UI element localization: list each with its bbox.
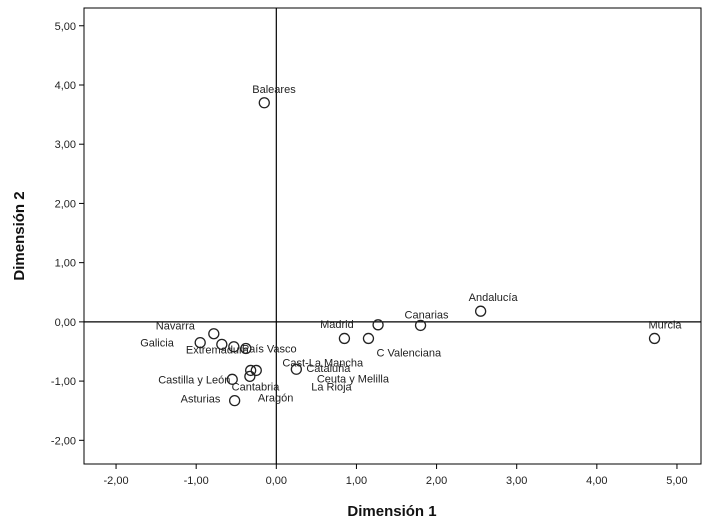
- y-axis-title: Dimensión 2: [11, 191, 28, 280]
- point-label: País Vasco: [242, 344, 297, 356]
- data-point: [474, 305, 487, 317]
- point-labels: Baleares Andalucía Canarias Murcia Madrid C V…: [140, 84, 682, 406]
- point-label: Ceuta y Melilla: [317, 373, 390, 385]
- data-point: [338, 332, 351, 345]
- y-tick-label-3: 1,00: [55, 258, 76, 270]
- data-point: [648, 332, 661, 345]
- x-tick-label-7: 5,00: [666, 475, 687, 487]
- x-tick-label-1: -1,00: [184, 475, 209, 487]
- point-label: C Valenciana: [376, 347, 441, 359]
- y-tick-label-0: -2,00: [51, 435, 76, 447]
- point-label: Canarias: [405, 309, 450, 321]
- data-point: [414, 319, 427, 332]
- x-tick-label-3: 1,00: [346, 475, 367, 487]
- point-label: Asturias: [181, 394, 221, 406]
- point-label: Murcia: [649, 319, 683, 331]
- y-tick-label-1: -1,00: [51, 376, 76, 388]
- point-label: Cantabria: [232, 381, 281, 393]
- x-axis-title: Dimensión 1: [347, 503, 436, 520]
- x-tick-label-0: -2,00: [104, 475, 129, 487]
- y-tick-label-2: 0,00: [55, 317, 76, 329]
- point-label: Galicia: [140, 338, 175, 350]
- y-tick-label-7: 5,00: [55, 21, 76, 33]
- x-tick-label-4: 2,00: [426, 475, 447, 487]
- point-label: Cast-La Mancha: [282, 357, 364, 369]
- data-point: [258, 97, 270, 109]
- y-tick-label-4: 2,00: [55, 198, 76, 210]
- point-label: Aragón: [258, 392, 293, 404]
- data-point: [245, 364, 257, 377]
- data-points: [194, 97, 661, 407]
- data-point: [240, 342, 252, 355]
- x-tick-label-2: 0,00: [266, 475, 287, 487]
- data-point: [372, 319, 384, 331]
- data-point: [226, 373, 238, 385]
- data-point: [194, 336, 206, 349]
- y-axis: -2,00 -1,00 0,00 1,00 2,00 3,00 4,00 5,00: [51, 21, 84, 447]
- data-point: [216, 338, 228, 351]
- data-point: [244, 370, 256, 383]
- point-label: Navarra: [156, 321, 196, 333]
- x-tick-label-5: 3,00: [506, 475, 527, 487]
- point-label: Extremadura: [186, 345, 250, 357]
- point-label: Cataluña: [306, 363, 351, 375]
- x-tick-label-6: 4,00: [586, 475, 607, 487]
- data-point: [362, 332, 375, 345]
- x-axis: -2,00 -1,00 0,00 1,00 2,00 3,00 4,00 5,00: [104, 464, 688, 487]
- data-point: [228, 341, 240, 353]
- plot-frame: [83, 7, 702, 465]
- data-point: [228, 394, 241, 407]
- y-tick-label-6: 4,00: [55, 80, 76, 92]
- point-label: Baleares: [252, 84, 296, 96]
- point-label: Castilla y León: [158, 374, 230, 386]
- data-point: [250, 364, 262, 377]
- point-label: La Rioja: [311, 381, 352, 393]
- point-label: Andalucía: [469, 292, 519, 304]
- data-point: [208, 328, 220, 340]
- data-point: [290, 363, 302, 375]
- y-tick-label-5: 3,00: [55, 139, 76, 151]
- point-label: Madrid: [320, 319, 354, 331]
